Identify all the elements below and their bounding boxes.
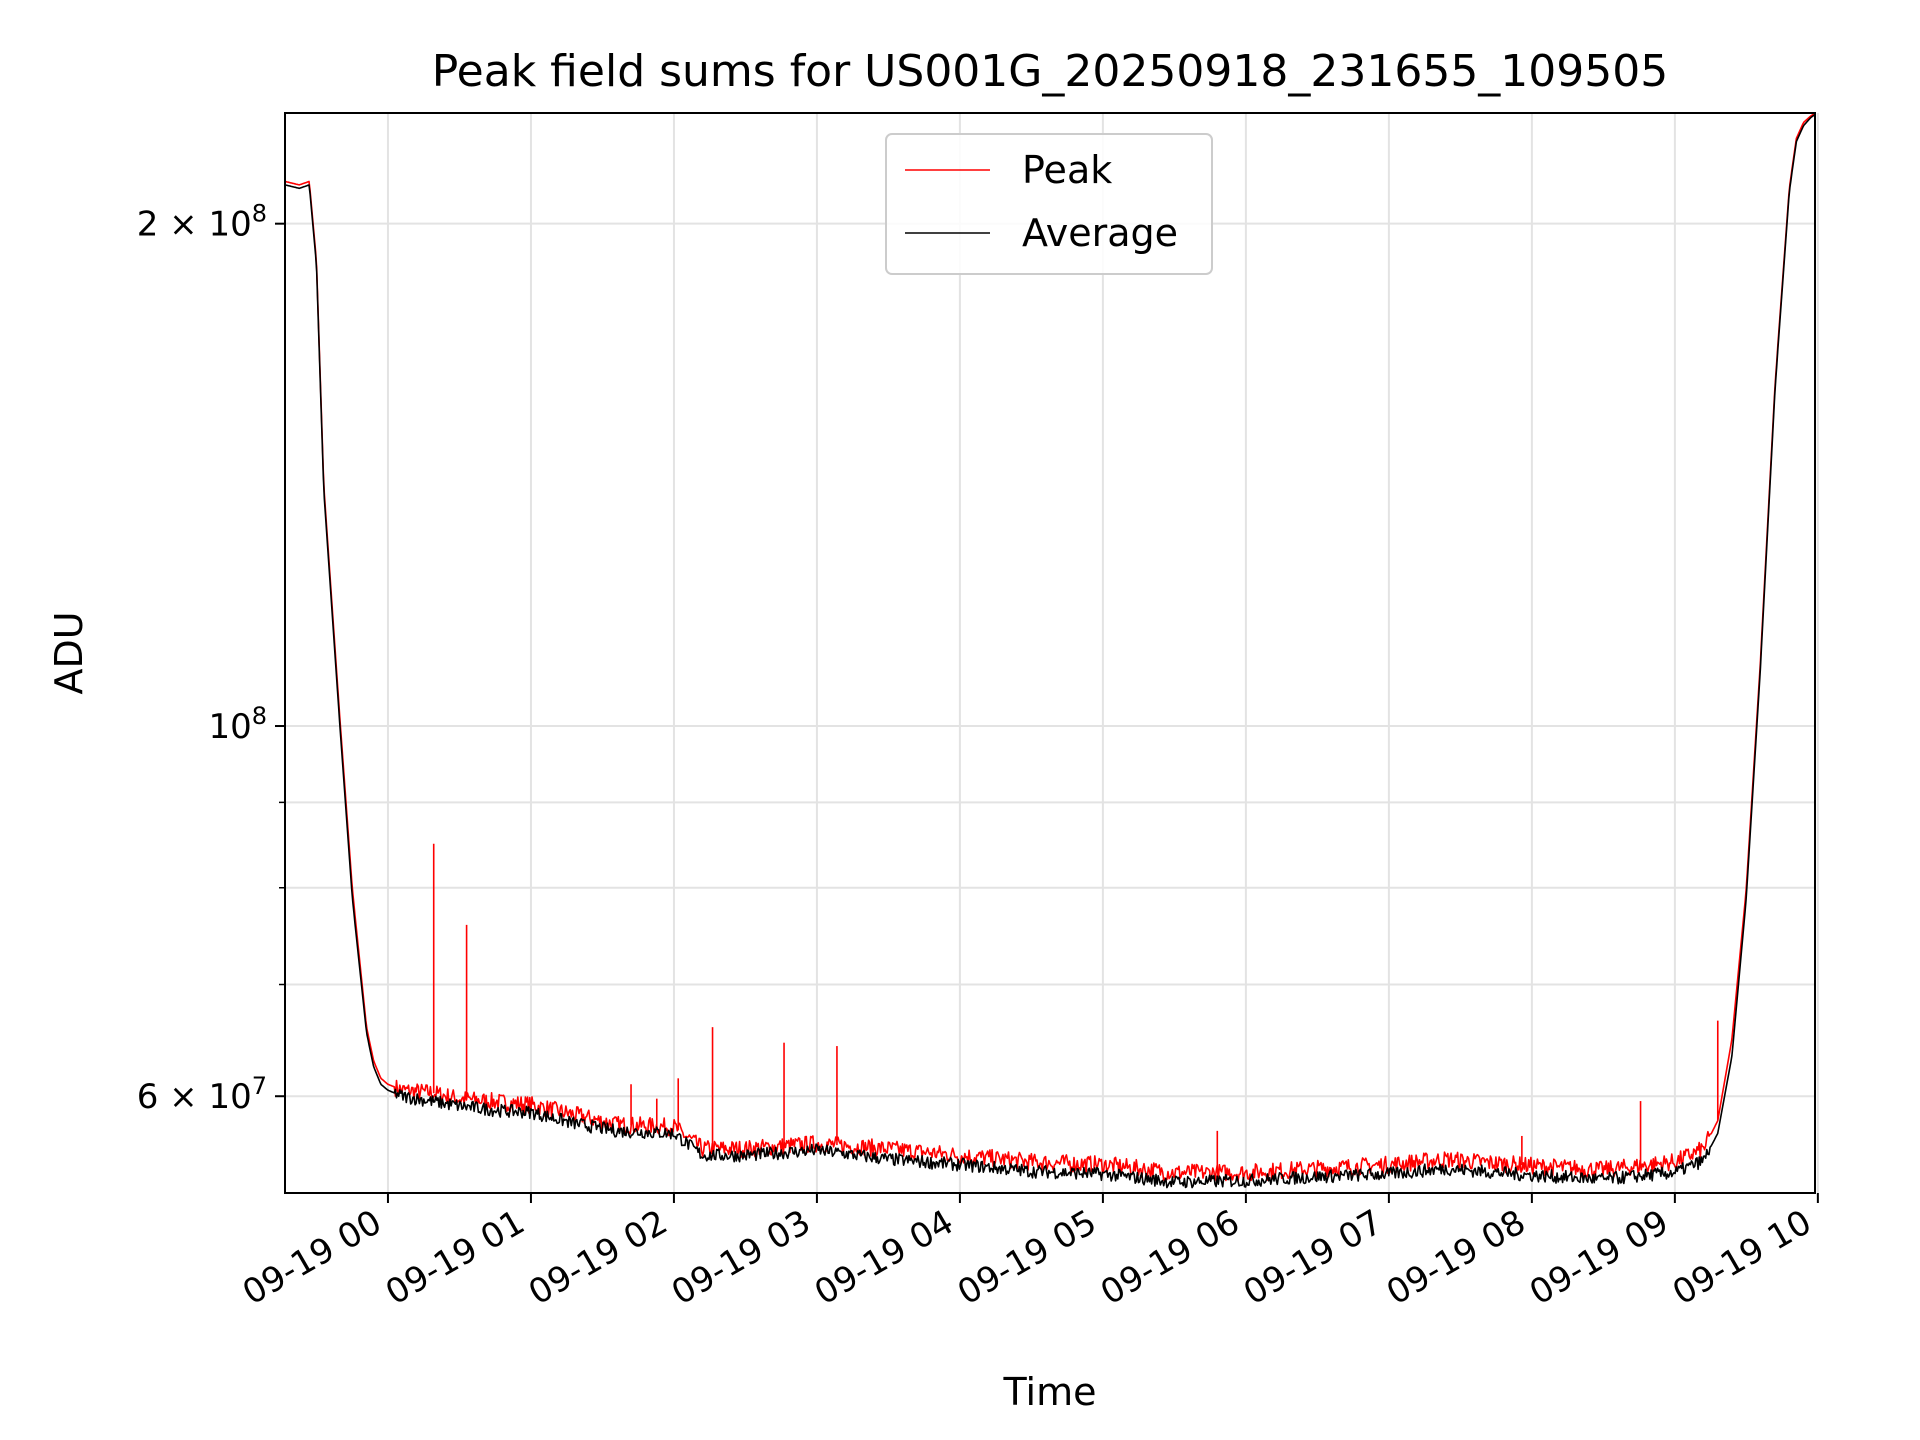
y-tick-label: 108 [208, 702, 267, 747]
x-tick-label: 09-19 04 [808, 1202, 960, 1313]
x-tick-label: 09-19 05 [951, 1202, 1103, 1313]
series-line-average [284, 113, 1816, 1189]
y-axis-ticks: 6 × 107 108 2 × 108 [137, 200, 285, 1117]
x-tick-label: 09-19 00 [236, 1202, 388, 1313]
series-line-peak [284, 112, 1816, 1182]
plot-area [284, 112, 1816, 1189]
x-axis-label: Time [1003, 1370, 1097, 1414]
x-tick-label: 09-19 02 [522, 1202, 674, 1313]
legend-box [885, 133, 1213, 275]
x-tick-label: 09-19 10 [1666, 1202, 1818, 1313]
x-tick-label: 09-19 03 [665, 1202, 817, 1313]
y-tick-label: 6 × 107 [137, 1072, 267, 1117]
x-tick-label: 09-19 01 [379, 1202, 531, 1313]
y-tick-label: 2 × 108 [137, 200, 267, 245]
plot-frame [284, 112, 1816, 1194]
legend: Peak Average [885, 133, 1213, 275]
legend-average-label: Average [1022, 211, 1178, 255]
x-tick-label: 09-19 09 [1523, 1202, 1675, 1313]
x-tick-label: 09-19 08 [1380, 1202, 1532, 1313]
chart-title: Peak field sums for US001G_20250918_2316… [432, 46, 1669, 97]
legend-peak-label: Peak [1022, 148, 1112, 192]
x-tick-label: 09-19 07 [1237, 1202, 1389, 1313]
x-tick-label: 09-19 06 [1094, 1202, 1246, 1313]
y-axis-label: ADU [47, 611, 91, 694]
